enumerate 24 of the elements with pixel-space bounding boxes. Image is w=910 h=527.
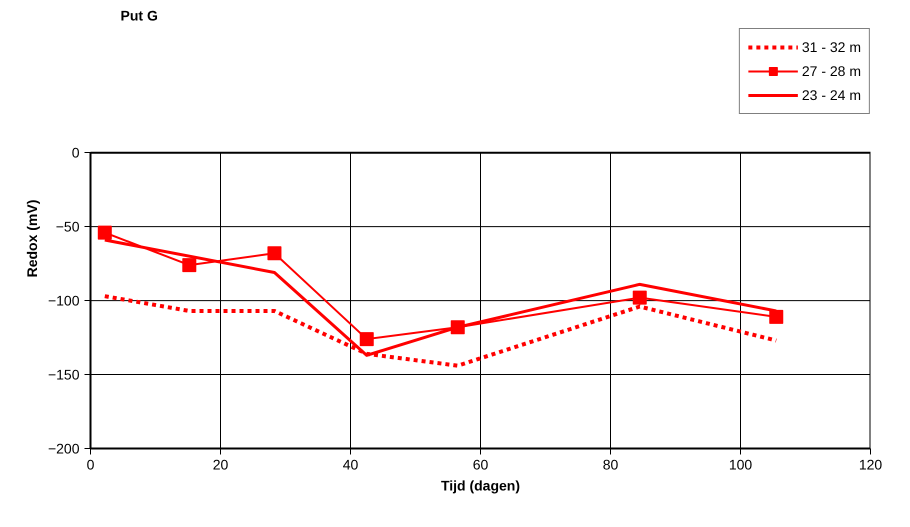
point xyxy=(267,246,282,260)
legend-label: 31 - 32 m xyxy=(802,39,861,55)
x-tick-label: 40 xyxy=(342,456,358,472)
point xyxy=(360,332,374,346)
legend-label: 27 - 28 m xyxy=(802,63,861,79)
y-tick-label: −200 xyxy=(48,440,80,456)
point xyxy=(632,290,647,305)
y-tick-label: −100 xyxy=(48,292,80,309)
x-tick-label: 60 xyxy=(472,456,488,472)
x-tick-label: 100 xyxy=(728,456,752,472)
x-tick-label: 80 xyxy=(602,456,618,472)
legend-label: 23 - 24 m xyxy=(802,87,861,103)
y-axis-title: Redox (mV) xyxy=(24,200,40,278)
x-tick-label: 120 xyxy=(858,456,882,472)
y-tick-label: 0 xyxy=(72,144,80,161)
x-tick-label: 0 xyxy=(86,456,95,472)
y-tick-label: −50 xyxy=(56,218,80,235)
point xyxy=(98,226,112,240)
chart-title: Put G xyxy=(120,8,158,24)
x-tick-label: 20 xyxy=(212,456,228,472)
point xyxy=(182,258,196,272)
x-axis-title: Tijd (dagen) xyxy=(440,478,520,494)
y-tick-label: −150 xyxy=(48,366,80,383)
point xyxy=(769,310,784,324)
